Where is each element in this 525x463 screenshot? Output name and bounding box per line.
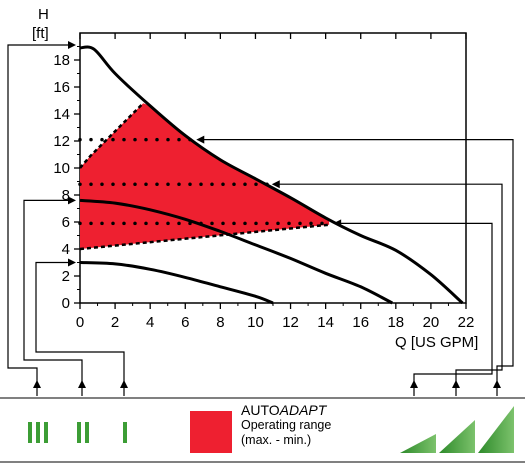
x-tick-label: 18 xyxy=(387,314,404,331)
arrowhead xyxy=(78,380,86,388)
y-tick-label: 12 xyxy=(53,133,70,150)
connector-II xyxy=(23,199,83,396)
x-tick-label: 14 xyxy=(317,314,334,331)
pump-curve-I xyxy=(79,261,274,305)
y-tick-label: 8 xyxy=(62,187,70,204)
x-tick-label: 4 xyxy=(146,314,154,331)
arrowhead xyxy=(68,258,76,267)
arrowhead xyxy=(410,380,418,388)
y-tick-label: 10 xyxy=(53,160,70,177)
connector-cp-mid xyxy=(273,183,503,396)
autoadapt-upper-boundary xyxy=(79,102,145,169)
legend-text: AUTOADAPT Operating range (max. - min.) xyxy=(241,402,331,448)
y-axis-title-line2: [ft] xyxy=(32,25,49,42)
setting-icon-II xyxy=(77,422,89,443)
x-tick-label: 22 xyxy=(458,314,475,331)
connector-cp-high xyxy=(198,139,514,396)
legend-line3: (max. - min.) xyxy=(241,433,312,447)
x-tick-label: 20 xyxy=(423,314,440,331)
x-tick-label: 2 xyxy=(111,314,119,331)
y-tick-label: 4 xyxy=(62,241,70,258)
x-axis-ticks: 0 2 4 6 8 10 12 14 16 18 20 22 xyxy=(76,33,475,331)
y-tick-label: 6 xyxy=(62,214,70,231)
x-tick-label: 8 xyxy=(216,314,224,331)
y-tick-label: 16 xyxy=(53,79,70,96)
x-tick-label: 16 xyxy=(352,314,369,331)
x-tick-label: 12 xyxy=(282,314,299,331)
setting-icon-III xyxy=(28,422,48,443)
arrowhead xyxy=(33,380,41,388)
x-tick-label: 10 xyxy=(247,314,264,331)
arrowhead xyxy=(333,219,342,228)
legend-title-italic: ADAPT xyxy=(279,402,327,418)
legend-title-plain: AUTO xyxy=(241,402,280,418)
constant-pressure-low-icon xyxy=(400,434,436,453)
connector-arrowheads xyxy=(33,41,501,388)
x-tick-label: 6 xyxy=(181,314,189,331)
constant-pressure-high-icon xyxy=(478,406,514,453)
y-tick-label: 0 xyxy=(62,295,70,312)
pump-curve-III xyxy=(79,45,464,305)
legend-title: AUTOADAPT xyxy=(241,402,331,418)
arrowhead xyxy=(493,380,501,388)
y-tick-label: 14 xyxy=(53,106,70,123)
constant-pressure-lines xyxy=(78,137,331,226)
y-tick-label: 18 xyxy=(53,52,70,69)
arrowhead xyxy=(196,135,205,144)
x-axis-title: Q [US GPM] xyxy=(395,334,478,351)
legend-line2: Operating range xyxy=(241,418,332,432)
connector-I xyxy=(35,261,125,396)
x-tick-label: 0 xyxy=(76,314,84,331)
arrowhead xyxy=(452,380,460,388)
arrowhead xyxy=(271,180,280,189)
pump-curve-II xyxy=(79,198,393,305)
arrowhead xyxy=(68,41,76,49)
setting-icon-I xyxy=(123,422,127,443)
constant-pressure-mid-icon xyxy=(439,420,475,453)
pump-curves xyxy=(79,45,464,305)
y-tick-label: 2 xyxy=(62,268,70,285)
connector-III xyxy=(7,44,74,396)
y-axis-ticks: 0 2 4 6 8 10 12 14 16 18 xyxy=(53,46,80,312)
arrowhead xyxy=(68,196,76,205)
arrowhead xyxy=(120,380,128,388)
autoadapt-operating-area xyxy=(80,103,330,249)
y-axis-title-line1: H xyxy=(38,6,49,23)
legend-swatch xyxy=(190,411,232,453)
